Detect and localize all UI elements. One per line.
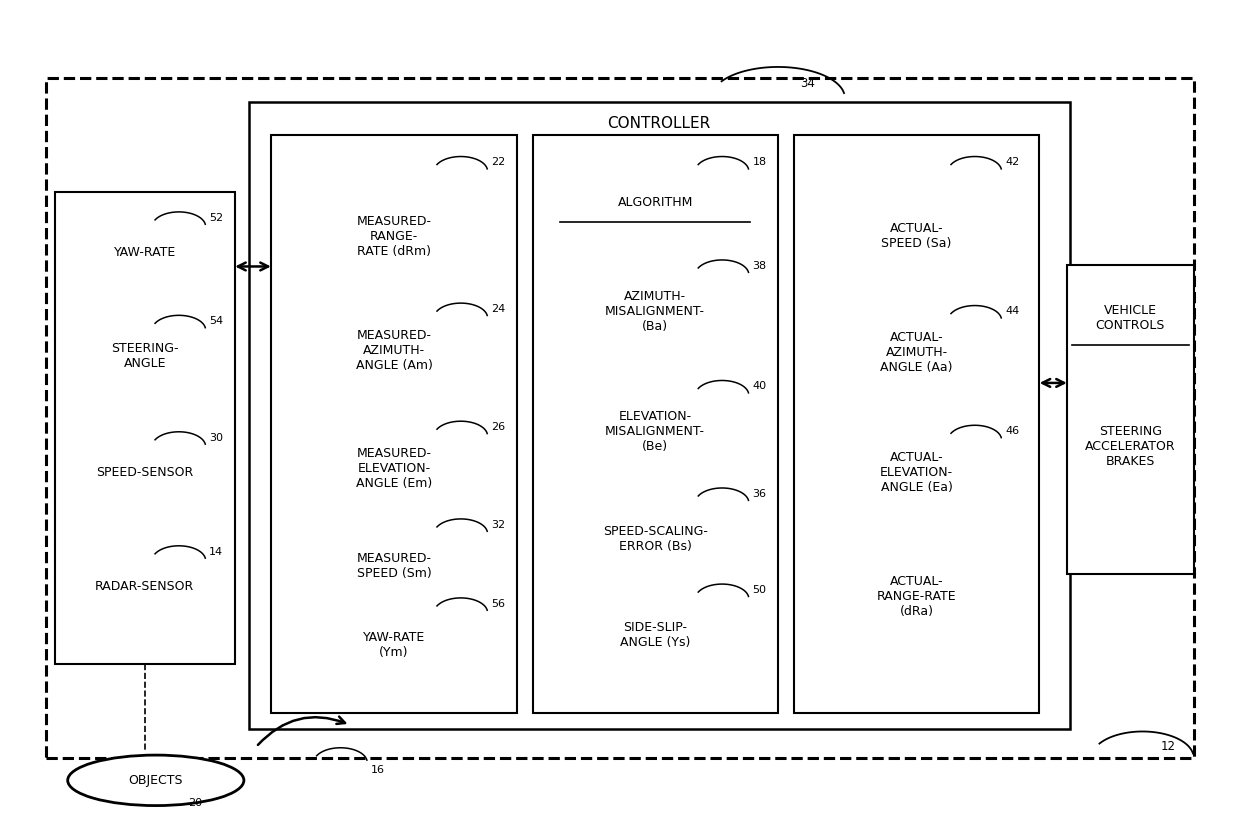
Text: 12: 12 — [1161, 740, 1176, 754]
Polygon shape — [46, 77, 1194, 758]
Polygon shape — [272, 135, 517, 713]
Text: 36: 36 — [753, 489, 766, 499]
Text: SPEED-SCALING-
ERROR (Bs): SPEED-SCALING- ERROR (Bs) — [603, 525, 708, 553]
Text: 14: 14 — [210, 547, 223, 557]
Ellipse shape — [68, 755, 244, 805]
Text: MEASURED-
SPEED (Sm): MEASURED- SPEED (Sm) — [356, 552, 432, 580]
Polygon shape — [794, 135, 1039, 713]
Text: 50: 50 — [753, 585, 766, 595]
Text: SPEED-SENSOR: SPEED-SENSOR — [97, 466, 193, 479]
Text: 26: 26 — [491, 422, 506, 432]
Text: YAW-RATE: YAW-RATE — [114, 246, 176, 259]
Text: 24: 24 — [491, 304, 506, 314]
Text: ACTUAL-
SPEED (Sa): ACTUAL- SPEED (Sa) — [882, 223, 951, 250]
Text: MEASURED-
AZIMUTH-
ANGLE (Am): MEASURED- AZIMUTH- ANGLE (Am) — [356, 329, 433, 371]
Text: 16: 16 — [371, 765, 384, 774]
Polygon shape — [249, 102, 1070, 729]
Text: 32: 32 — [491, 519, 506, 530]
Text: ACTUAL-
AZIMUTH-
ANGLE (Aa): ACTUAL- AZIMUTH- ANGLE (Aa) — [880, 332, 952, 374]
Text: ELEVATION-
MISALIGNMENT-
(Be): ELEVATION- MISALIGNMENT- (Be) — [605, 411, 706, 453]
Text: 56: 56 — [491, 599, 505, 609]
Text: YAW-RATE
(Ym): YAW-RATE (Ym) — [363, 632, 425, 659]
Text: 54: 54 — [210, 316, 223, 327]
Polygon shape — [532, 135, 777, 713]
Text: ALGORITHM: ALGORITHM — [618, 195, 693, 209]
Text: 30: 30 — [210, 433, 223, 443]
Text: 40: 40 — [753, 381, 766, 391]
Text: 38: 38 — [753, 261, 766, 271]
Text: 34: 34 — [800, 76, 815, 90]
Text: 18: 18 — [753, 157, 766, 167]
Text: STEERING-
ANGLE: STEERING- ANGLE — [112, 342, 179, 370]
Polygon shape — [55, 192, 234, 664]
Text: ACTUAL-
RANGE-RATE
(dRa): ACTUAL- RANGE-RATE (dRa) — [877, 575, 956, 617]
Text: VEHICLE
CONTROLS: VEHICLE CONTROLS — [1096, 304, 1166, 332]
Text: 52: 52 — [210, 213, 223, 223]
Text: STEERING
ACCELERATOR
BRAKES: STEERING ACCELERATOR BRAKES — [1085, 425, 1176, 468]
Text: MEASURED-
RANGE-
RATE (dRm): MEASURED- RANGE- RATE (dRm) — [356, 215, 432, 258]
Text: MEASURED-
ELEVATION-
ANGLE (Em): MEASURED- ELEVATION- ANGLE (Em) — [356, 447, 432, 490]
Text: AZIMUTH-
MISALIGNMENT-
(Ba): AZIMUTH- MISALIGNMENT- (Ba) — [605, 290, 706, 332]
Text: OBJECTS: OBJECTS — [129, 774, 184, 787]
Text: 42: 42 — [1006, 157, 1019, 167]
Text: 46: 46 — [1006, 426, 1019, 436]
Text: ACTUAL-
ELEVATION-
ANGLE (Ea): ACTUAL- ELEVATION- ANGLE (Ea) — [880, 451, 954, 494]
Text: 22: 22 — [491, 157, 506, 167]
Text: CONTROLLER: CONTROLLER — [608, 116, 711, 131]
Text: SIDE-SLIP-
ANGLE (Ys): SIDE-SLIP- ANGLE (Ys) — [620, 622, 691, 649]
Text: 20: 20 — [188, 798, 202, 808]
Text: 44: 44 — [1006, 307, 1019, 317]
Polygon shape — [1068, 265, 1194, 574]
Text: RADAR-SENSOR: RADAR-SENSOR — [95, 580, 195, 593]
